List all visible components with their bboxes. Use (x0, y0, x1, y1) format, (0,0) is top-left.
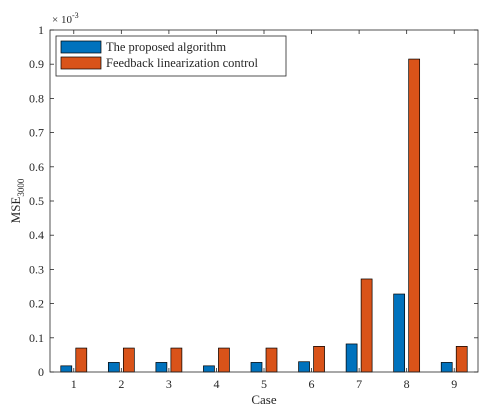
bar-series-2-case-2 (122, 347, 135, 373)
bar-series-2-case-3 (170, 347, 183, 373)
y-tick-label: 0.7 (29, 126, 44, 140)
plot-frame (49, 29, 479, 373)
y-tick-label: 0.3 (29, 262, 44, 276)
y-tick-label: 1 (38, 23, 44, 37)
bar-series-2-case-9 (455, 346, 468, 373)
x-tick-label: 6 (309, 377, 315, 391)
x-tick-label: 8 (404, 377, 410, 391)
legend-swatch-2 (60, 56, 102, 70)
bar-series-1-case-7 (345, 343, 358, 373)
x-axis-label: Case (251, 392, 277, 407)
bar-series-1-case-6 (298, 361, 310, 373)
x-tick-label: 4 (213, 377, 219, 391)
bar-series-2-case-1 (75, 347, 88, 373)
x-tick-label: 7 (356, 377, 362, 391)
bar-series-1-case-5 (250, 362, 263, 373)
y-tick-label: 0.8 (29, 91, 44, 105)
y-tick-label: 0.1 (29, 331, 44, 345)
y-tick-label: 0.2 (29, 297, 44, 311)
legend-label-1: The proposed algorithm (106, 40, 226, 54)
bar-series-1-case-1 (60, 365, 73, 373)
y-tick-label: 0.5 (29, 194, 44, 208)
bar-series-1-case-2 (107, 362, 120, 373)
y-tick-label: 0.6 (29, 160, 44, 174)
y-tick-label: 0.4 (29, 228, 44, 242)
y-axis-label-sub: 3000 (16, 178, 26, 197)
y-tick-label: 0.9 (29, 57, 44, 71)
y-axis-exponent-power: -3 (72, 11, 79, 20)
x-tick-label: 5 (261, 377, 267, 391)
bar-series-2-case-4 (218, 347, 230, 373)
x-tick-label: 9 (451, 377, 457, 391)
x-tick-label: 3 (166, 377, 172, 391)
legend-swatch-1 (60, 40, 102, 54)
y-axis-label-main: MSE (8, 197, 23, 224)
bar-series-1-case-3 (155, 362, 168, 373)
y-axis-label: MSE3000 (8, 178, 26, 223)
bar-series-1-case-8 (393, 293, 406, 373)
bar-series-2-case-8 (408, 58, 421, 373)
y-tick-label: 0 (38, 365, 44, 379)
bar-series-2-case-6 (313, 346, 325, 373)
bar-series-2-case-7 (360, 278, 373, 373)
legend-label-2: Feedback linearization control (106, 56, 259, 70)
y-axis-exponent: × 10-3 (52, 11, 79, 26)
x-tick-label: 1 (71, 377, 77, 391)
bar-series-1-case-4 (203, 365, 215, 373)
bar-series-1-case-9 (440, 362, 453, 373)
legend: The proposed algorithm Feedback lineariza… (55, 35, 287, 77)
plot-area (50, 30, 478, 372)
bar-series-2-case-5 (265, 347, 278, 373)
x-tick-label: 2 (118, 377, 124, 391)
axes-group: 0 0.1 0.2 0.3 0.4 0.5 0.6 0.7 0.8 0.9 1 1 2 3 4 5 6 7 8 9 (29, 23, 478, 391)
